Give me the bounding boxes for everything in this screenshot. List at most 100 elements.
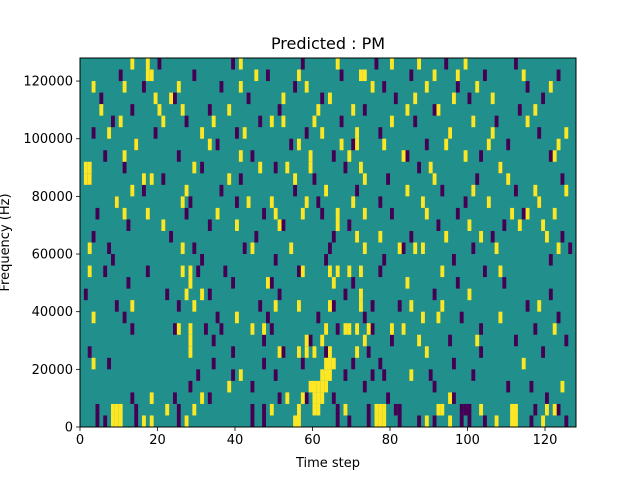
heatmap-cell-high	[122, 150, 127, 162]
heatmap-cell-high	[378, 415, 383, 427]
heatmap-cell-high	[188, 265, 193, 278]
heatmap-cell-high	[304, 81, 309, 93]
heatmap-cell-high	[359, 288, 363, 301]
heatmap-cell-low	[331, 392, 336, 404]
heatmap-cell-low	[297, 265, 301, 278]
heatmap-cell-low	[262, 357, 267, 370]
heatmap-cell-low	[459, 415, 464, 427]
heatmap-cell-high	[359, 265, 363, 278]
heatmap-cell-high	[320, 369, 325, 381]
heatmap-cell-low	[366, 415, 371, 427]
heatmap-cell-low	[207, 219, 212, 231]
heatmap-cell-high	[87, 242, 92, 255]
heatmap-cell-low	[304, 127, 309, 139]
heatmap-cell-low	[397, 403, 402, 416]
heatmap-cell-low	[103, 265, 108, 278]
heatmap-cell-low	[374, 58, 379, 70]
heatmap-cell-low	[386, 173, 391, 185]
heatmap-cell-high	[541, 219, 546, 231]
heatmap-cell-low	[351, 138, 356, 151]
heatmap-cell-low	[107, 242, 112, 255]
heatmap-cell-high	[347, 150, 352, 162]
heatmap-cell-high	[320, 334, 325, 347]
heatmap-cell-high	[149, 69, 154, 82]
heatmap-cell-high	[316, 392, 321, 404]
heatmap-cell-low	[289, 138, 294, 151]
heatmap-cell-high	[153, 92, 158, 105]
x-tick-label: 60	[304, 433, 321, 448]
x-tick-label: 120	[533, 433, 558, 448]
heatmap-cell-high	[227, 104, 232, 116]
heatmap-cell-high	[479, 230, 484, 243]
heatmap-cell-high	[471, 115, 476, 128]
heatmap-cell-low	[328, 242, 332, 255]
heatmap-cell-low	[564, 415, 569, 427]
heatmap-cell-low	[103, 415, 108, 427]
heatmap-cell-high	[200, 127, 205, 139]
heatmap-cell-low	[355, 184, 360, 197]
heatmap-cell-low	[215, 138, 220, 151]
heatmap-cell-low	[153, 127, 158, 139]
heatmap-cell-high	[490, 92, 495, 105]
heatmap-cell-low	[215, 311, 220, 324]
heatmap-cell-high	[99, 104, 104, 116]
heatmap-cell-high	[235, 219, 239, 231]
heatmap-cell-low	[483, 265, 487, 278]
heatmap-cell-high	[293, 173, 298, 185]
heatmap-cell-high	[238, 81, 243, 93]
heatmap-cell-high	[486, 138, 491, 151]
heatmap-cell-high	[324, 369, 329, 381]
heatmap-cell-low	[176, 300, 181, 312]
heatmap-cell-high	[479, 403, 484, 416]
heatmap-cell-high	[145, 58, 150, 70]
heatmap-cell-low	[262, 403, 267, 416]
heatmap-cell-high	[359, 161, 363, 174]
heatmap-cell-low	[304, 392, 309, 404]
heatmap-cell-low	[448, 334, 453, 347]
heatmap-cell-low	[184, 115, 189, 128]
heatmap-cell-low	[401, 242, 406, 255]
heatmap-cell-low	[347, 219, 352, 231]
heatmap-cell-low	[502, 219, 507, 231]
heatmap-cell-high	[374, 403, 379, 416]
heatmap-cell-low	[514, 58, 518, 70]
heatmap-cell-low	[169, 230, 174, 243]
heatmap-cell-low	[370, 300, 375, 312]
heatmap-cell-low	[459, 311, 464, 324]
heatmap-cell-high	[324, 380, 329, 393]
heatmap-cell-low	[258, 115, 263, 128]
heatmap-cell-low	[463, 196, 468, 208]
heatmap-cell-high	[351, 104, 356, 116]
heatmap-cell-high	[417, 334, 422, 347]
heatmap-cell-low	[339, 115, 344, 128]
heatmap-cell-high	[192, 403, 197, 416]
heatmap-cell-high	[300, 207, 305, 220]
heatmap-cell-low	[320, 207, 325, 220]
x-axis-label: Time step	[295, 456, 360, 471]
y-tick-label: 20000	[32, 363, 73, 378]
heatmap-cell-low	[548, 150, 553, 162]
heatmap-cell-high	[316, 380, 321, 393]
heatmap-cell-low	[452, 357, 456, 370]
heatmap-cell-low	[335, 403, 340, 416]
heatmap-cell-low	[246, 92, 251, 105]
heatmap-cell-high	[320, 380, 325, 393]
heatmap-cell-low	[122, 161, 127, 174]
heatmap-cell-high	[122, 207, 127, 220]
heatmap-cell-high	[328, 369, 332, 381]
heatmap-cell-high	[142, 173, 146, 185]
heatmap-cell-low	[483, 69, 487, 82]
heatmap-cell-high	[343, 403, 348, 416]
heatmap-cell-high	[351, 196, 356, 208]
heatmap-cell-low	[111, 254, 115, 266]
x-tick-label: 40	[227, 433, 244, 448]
heatmap-cell-low	[475, 173, 480, 185]
heatmap-cell-high	[238, 58, 243, 70]
heatmap-cell-low	[370, 369, 375, 381]
heatmap-cell-high	[114, 415, 119, 427]
heatmap-cell-low	[397, 300, 402, 312]
y-tick-label: 60000	[32, 248, 73, 263]
heatmap-cell-high	[475, 81, 480, 93]
heatmap-cell-low	[378, 196, 383, 208]
heatmap-cell-high	[448, 392, 453, 404]
